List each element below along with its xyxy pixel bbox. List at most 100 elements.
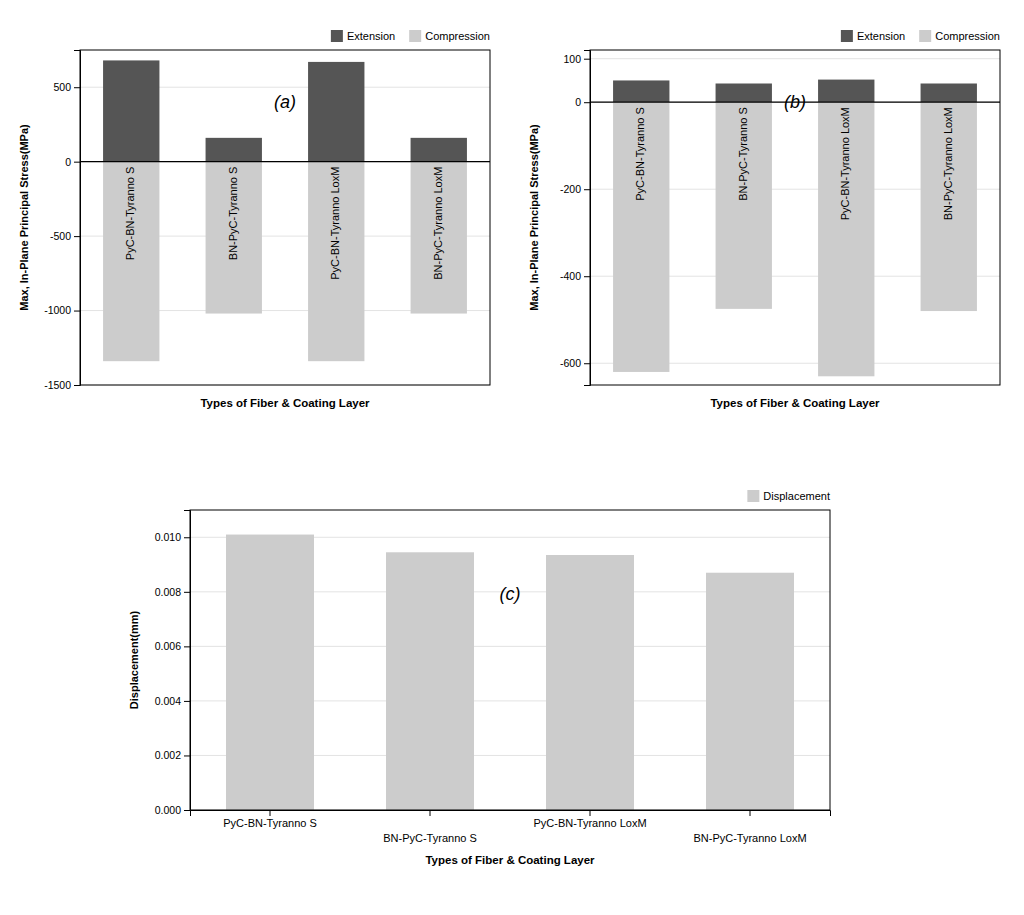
y-tick-label: -1500 xyxy=(44,379,71,391)
x-tick: PyC-BN-Tyranno S xyxy=(223,810,317,829)
bar xyxy=(818,102,874,376)
y-tick-label: 0.008 xyxy=(155,586,181,598)
legend: Displacement xyxy=(747,490,830,502)
legend-item: Compression xyxy=(919,30,1000,42)
y-tick: -1500 xyxy=(44,379,80,391)
y-tick-mark xyxy=(74,311,80,312)
y-tick-label: 0.002 xyxy=(155,749,181,761)
y-tick: -600 xyxy=(560,357,590,369)
x-axis-title: Types of Fiber & Coating Layer xyxy=(710,397,880,409)
bar xyxy=(613,102,669,372)
y-tick: -500 xyxy=(50,230,80,242)
category-label: BN-PyC-Tyranno LoxM xyxy=(432,167,444,280)
y-tick-mark xyxy=(184,701,190,702)
y-tick-mark xyxy=(184,810,190,811)
category-labels: PyC-BN-Tyranno SBN-PyC-Tyranno SPyC-BN-T… xyxy=(634,107,954,220)
y-tick-label: 0.004 xyxy=(155,695,181,707)
category-label: PyC-BN-Tyranno LoxM xyxy=(329,167,341,280)
legend-label: Extension xyxy=(347,30,395,42)
y-tick: 0 xyxy=(575,96,590,108)
legend-item: Displacement xyxy=(747,490,830,502)
bar xyxy=(308,62,364,162)
y-tick-mark xyxy=(184,592,190,593)
y-tick-label: -600 xyxy=(560,357,581,369)
bar xyxy=(546,555,634,810)
x-tick-label: BN-PyC-Tyranno LoxM xyxy=(693,832,806,844)
x-tick-mark xyxy=(430,810,431,816)
y-tick-mark xyxy=(184,537,190,538)
y-tick-label: 0.000 xyxy=(155,804,181,816)
category-label: PyC-BN-Tyranno S xyxy=(634,107,646,201)
y-tick: -400 xyxy=(560,270,590,282)
legend-item: Compression xyxy=(409,30,490,42)
y-tick-label: -200 xyxy=(560,183,581,195)
grid-line xyxy=(80,161,490,162)
plot-frame xyxy=(190,510,830,810)
legend-label: Extension xyxy=(857,30,905,42)
y-tick: 100 xyxy=(563,53,590,65)
y-tick: 0.000 xyxy=(155,804,190,816)
y-tick-mark xyxy=(584,59,590,60)
bar xyxy=(921,84,977,103)
y-tick-label: 0 xyxy=(65,156,71,168)
bar xyxy=(921,102,977,311)
grid-line xyxy=(590,58,1000,59)
y-tick: 0.002 xyxy=(155,749,190,761)
bar xyxy=(706,573,794,810)
bar xyxy=(103,60,159,161)
bar xyxy=(206,138,262,162)
y-tick-label: -1000 xyxy=(44,304,71,316)
legend: Extension Compression xyxy=(331,30,490,42)
figure: -1500 -1000 -500 0 500 PyC-BN-Tyranno S BN-PyC… xyxy=(0,0,1024,915)
y-tick-mark xyxy=(584,189,590,190)
y-tick: 0.008 xyxy=(155,586,190,598)
y-axis-line xyxy=(184,511,191,811)
category-label: BN-PyC-Tyranno S xyxy=(737,107,749,201)
legend-label: Compression xyxy=(425,30,490,42)
x-axis-title: Types of Fiber & Coating Layer xyxy=(425,854,595,866)
legend-item: Extension xyxy=(331,30,395,42)
y-axis: 0.0000.0020.0040.0060.0080.010 xyxy=(155,511,191,816)
y-tick-label: 0.010 xyxy=(155,531,181,543)
category-label: BN-PyC-Tyranno S xyxy=(227,167,239,261)
bars xyxy=(103,60,467,361)
y-tick: 0 xyxy=(65,156,80,168)
legend-swatch xyxy=(409,30,421,42)
bar xyxy=(716,84,772,103)
y-tick: 0.010 xyxy=(155,531,190,543)
subtitle: (c) xyxy=(500,584,521,604)
y-tick-label: -400 xyxy=(560,270,581,282)
x-tick: BN-PyC-Tyranno S xyxy=(383,810,477,844)
y-tick-label: 500 xyxy=(53,81,71,93)
y-tick-label: -500 xyxy=(50,230,71,242)
bars xyxy=(613,80,977,377)
y-tick-mark xyxy=(74,87,80,88)
y-tick-mark xyxy=(74,385,80,386)
legend-label: Displacement xyxy=(763,490,830,502)
y-tick-mark xyxy=(184,755,190,756)
bar xyxy=(613,80,669,102)
x-tick: PyC-BN-Tyranno LoxM xyxy=(533,810,646,829)
y-tick-mark xyxy=(584,276,590,277)
y-tick-label: 100 xyxy=(563,53,581,65)
x-tick-mark xyxy=(590,810,591,816)
y-tick-mark xyxy=(584,102,590,103)
category-label: PyC-BN-Tyranno S xyxy=(124,167,136,261)
plot-frame xyxy=(80,50,490,385)
legend: Extension Compression xyxy=(841,30,1000,42)
y-tick: -200 xyxy=(560,183,590,195)
plot-frame xyxy=(590,50,1000,385)
y-axis-title: Max, In-Plane Principal Stress(MPa) xyxy=(528,124,540,311)
y-tick-mark xyxy=(184,646,190,647)
y-tick-mark xyxy=(584,363,590,364)
x-tick-label: PyC-BN-Tyranno S xyxy=(223,817,317,829)
x-axis-title: Types of Fiber & Coating Layer xyxy=(200,397,370,409)
legend-item: Extension xyxy=(841,30,905,42)
x-tick-label: BN-PyC-Tyranno S xyxy=(383,832,477,844)
y-tick: 500 xyxy=(53,81,80,93)
bars xyxy=(226,535,794,810)
bar xyxy=(103,162,159,362)
y-tick: 0.004 xyxy=(155,695,190,707)
zero-line xyxy=(80,161,490,162)
x-tick-mark xyxy=(270,810,271,816)
